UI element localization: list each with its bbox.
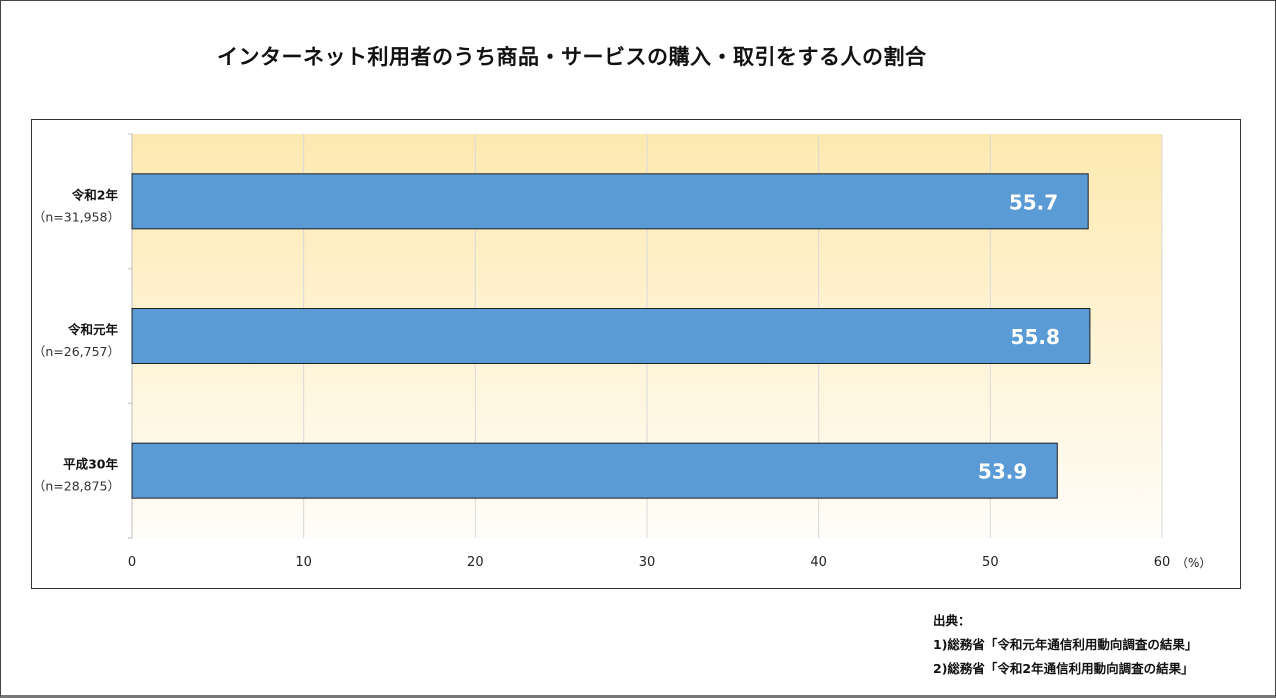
category-labels: 令和2年 （n=31,958） 令和元年 （n=26,757） 平成30年 （n=28,8… bbox=[33, 187, 120, 493]
source-note: 出典： 1)総務省「令和元年通信利用動向調査の結果」 2)総務省「令和2年通信利… bbox=[933, 609, 1197, 681]
category-n-label: （n=31,958） bbox=[33, 209, 120, 224]
bar bbox=[131, 173, 1089, 230]
source-heading: 出典： bbox=[933, 613, 971, 628]
x-tick-label: 50 bbox=[982, 555, 999, 570]
chart-title: インターネット利用者のうち商品・サービスの購入・取引をする人の割合 bbox=[217, 45, 927, 69]
x-tick-label: 40 bbox=[810, 555, 827, 570]
category-label: 令和元年 bbox=[67, 322, 119, 337]
bar-value-label: 53.9 bbox=[978, 460, 1027, 484]
x-tick-label: 10 bbox=[295, 555, 312, 570]
x-tick-label: 20 bbox=[467, 555, 484, 570]
x-tick-label: 30 bbox=[639, 555, 656, 570]
x-unit-label: （%） bbox=[1176, 556, 1211, 570]
category-n-label: （n=28,875） bbox=[33, 479, 120, 494]
bar-value-label: 55.7 bbox=[1009, 190, 1058, 214]
source-line-2: 2)総務省「令和2年通信利用動向調査の結果」 bbox=[933, 661, 1194, 676]
source-line-1: 1)総務省「令和元年通信利用動向調査の結果」 bbox=[933, 637, 1198, 652]
category-n-label: （n=26,757） bbox=[33, 344, 120, 359]
category-label: 令和2年 bbox=[71, 187, 119, 202]
x-axis: 0 10 20 30 40 50 60 （%） bbox=[128, 555, 1212, 570]
chart-area: 55.7 55.8 53.9 令和2年 （n=31,958） 令和元年 （n=26,757… bbox=[31, 119, 1241, 589]
x-tick-label: 60 bbox=[1154, 555, 1171, 570]
bar-chart: 55.7 55.8 53.9 令和2年 （n=31,958） 令和元年 （n=26,757… bbox=[33, 133, 1212, 570]
bar bbox=[131, 442, 1058, 499]
category-label: 平成30年 bbox=[63, 457, 118, 472]
x-tick-label: 0 bbox=[128, 555, 136, 570]
bar bbox=[131, 308, 1091, 364]
bar-value-label: 55.8 bbox=[1011, 325, 1060, 349]
bars: 55.7 55.8 53.9 bbox=[131, 173, 1091, 499]
